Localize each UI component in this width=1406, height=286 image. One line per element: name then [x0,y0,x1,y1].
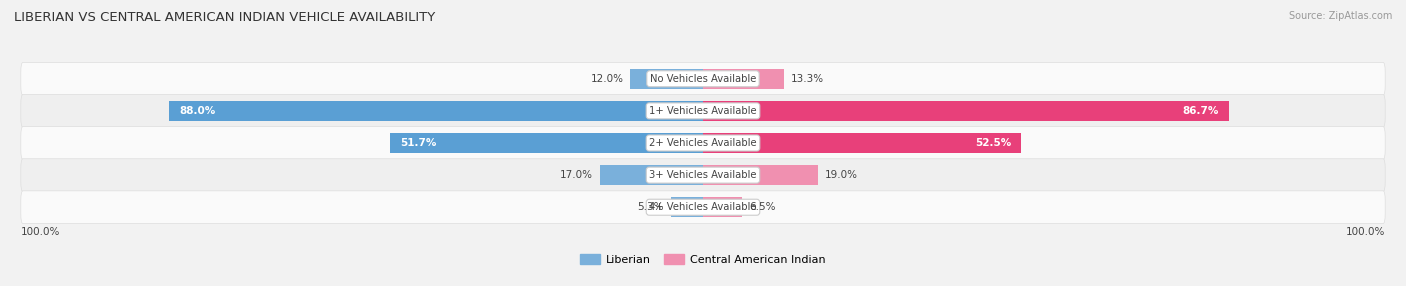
Bar [671,197,703,217]
Text: 100.0%: 100.0% [1346,227,1385,237]
Legend: Liberian, Central American Indian: Liberian, Central American Indian [576,250,830,269]
Bar [630,69,703,89]
FancyBboxPatch shape [21,127,1385,159]
Text: 5.3%: 5.3% [637,202,664,212]
Text: 1+ Vehicles Available: 1+ Vehicles Available [650,106,756,116]
Text: 3+ Vehicles Available: 3+ Vehicles Available [650,170,756,180]
Text: No Vehicles Available: No Vehicles Available [650,74,756,84]
Bar [170,101,703,121]
FancyBboxPatch shape [21,62,1385,95]
FancyBboxPatch shape [21,159,1385,192]
Text: 100.0%: 100.0% [21,227,60,237]
Text: 88.0%: 88.0% [180,106,217,116]
Text: 2+ Vehicles Available: 2+ Vehicles Available [650,138,756,148]
Bar [703,69,783,89]
Text: 6.5%: 6.5% [749,202,776,212]
Text: 13.3%: 13.3% [790,74,824,84]
Bar [600,165,703,185]
FancyBboxPatch shape [21,94,1385,127]
Bar [703,165,818,185]
Text: 52.5%: 52.5% [974,138,1011,148]
Text: 17.0%: 17.0% [560,170,593,180]
Bar [389,133,703,153]
Text: 12.0%: 12.0% [591,74,623,84]
Text: 4+ Vehicles Available: 4+ Vehicles Available [650,202,756,212]
Bar [703,133,1021,153]
Text: LIBERIAN VS CENTRAL AMERICAN INDIAN VEHICLE AVAILABILITY: LIBERIAN VS CENTRAL AMERICAN INDIAN VEHI… [14,11,436,24]
Text: Source: ZipAtlas.com: Source: ZipAtlas.com [1288,11,1392,21]
Text: 86.7%: 86.7% [1182,106,1219,116]
Text: 51.7%: 51.7% [399,138,436,148]
Bar [703,197,742,217]
Text: 19.0%: 19.0% [825,170,858,180]
FancyBboxPatch shape [21,191,1385,224]
Bar [703,101,1229,121]
